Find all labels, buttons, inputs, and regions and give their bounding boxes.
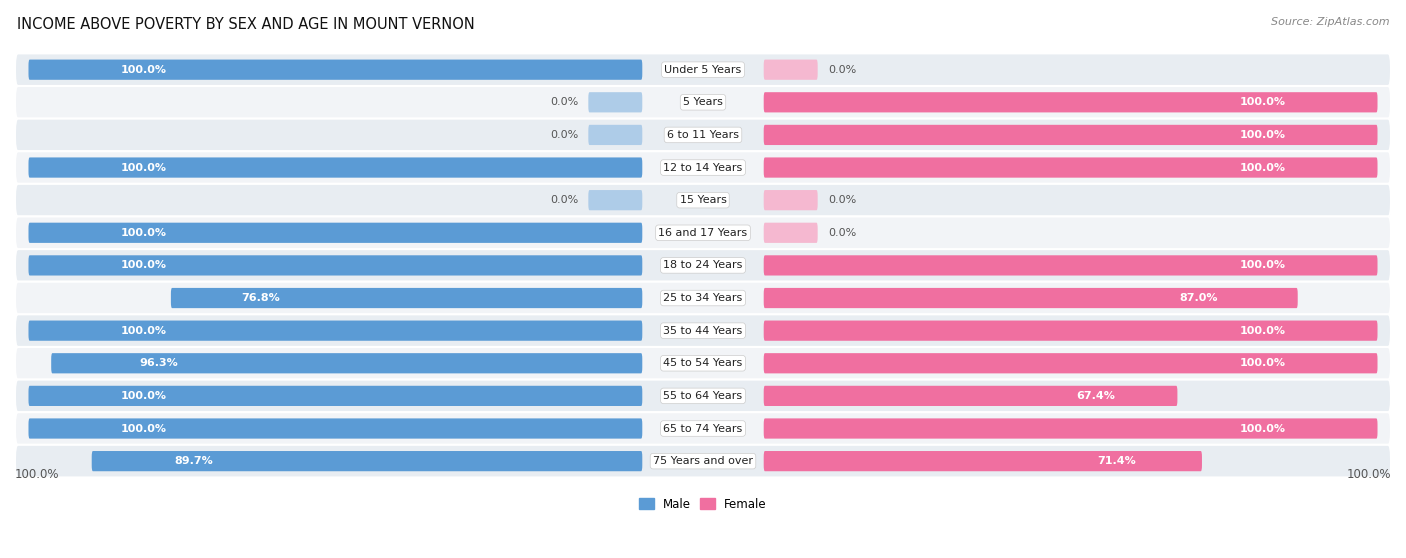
Text: 100.0%: 100.0%: [1240, 130, 1285, 140]
FancyBboxPatch shape: [15, 184, 1391, 217]
Text: 0.0%: 0.0%: [828, 195, 856, 205]
Text: 25 to 34 Years: 25 to 34 Years: [664, 293, 742, 303]
FancyBboxPatch shape: [91, 451, 643, 472]
FancyBboxPatch shape: [763, 92, 1378, 112]
FancyBboxPatch shape: [763, 418, 1378, 439]
Text: 100.0%: 100.0%: [121, 424, 166, 434]
FancyBboxPatch shape: [588, 92, 643, 112]
FancyBboxPatch shape: [15, 119, 1391, 151]
Text: 100.0%: 100.0%: [15, 468, 59, 482]
FancyBboxPatch shape: [763, 386, 1177, 406]
Text: 89.7%: 89.7%: [174, 456, 214, 466]
Text: 35 to 44 Years: 35 to 44 Years: [664, 326, 742, 336]
Text: 0.0%: 0.0%: [828, 228, 856, 238]
Text: 100.0%: 100.0%: [121, 391, 166, 401]
Text: 76.8%: 76.8%: [242, 293, 280, 303]
FancyBboxPatch shape: [51, 353, 643, 373]
FancyBboxPatch shape: [763, 288, 1298, 308]
FancyBboxPatch shape: [15, 249, 1391, 282]
Text: 0.0%: 0.0%: [550, 97, 578, 107]
FancyBboxPatch shape: [588, 125, 643, 145]
FancyBboxPatch shape: [588, 190, 643, 210]
Text: 16 and 17 Years: 16 and 17 Years: [658, 228, 748, 238]
Text: 100.0%: 100.0%: [1347, 468, 1391, 482]
Text: INCOME ABOVE POVERTY BY SEX AND AGE IN MOUNT VERNON: INCOME ABOVE POVERTY BY SEX AND AGE IN M…: [17, 17, 475, 32]
Text: 96.3%: 96.3%: [139, 358, 179, 368]
Text: 12 to 14 Years: 12 to 14 Years: [664, 162, 742, 172]
Text: 65 to 74 Years: 65 to 74 Years: [664, 424, 742, 434]
Text: 100.0%: 100.0%: [121, 228, 166, 238]
Text: 67.4%: 67.4%: [1077, 391, 1115, 401]
Text: 75 Years and over: 75 Years and over: [652, 456, 754, 466]
FancyBboxPatch shape: [15, 86, 1391, 119]
Text: 71.4%: 71.4%: [1098, 456, 1136, 466]
Text: 5 Years: 5 Years: [683, 97, 723, 107]
Text: 0.0%: 0.0%: [550, 195, 578, 205]
FancyBboxPatch shape: [15, 445, 1391, 478]
FancyBboxPatch shape: [763, 125, 1378, 145]
Text: Under 5 Years: Under 5 Years: [665, 65, 741, 75]
Text: Source: ZipAtlas.com: Source: ZipAtlas.com: [1271, 17, 1389, 27]
FancyBboxPatch shape: [172, 288, 643, 308]
Text: 15 Years: 15 Years: [679, 195, 727, 205]
Text: 45 to 54 Years: 45 to 54 Years: [664, 358, 742, 368]
FancyBboxPatch shape: [28, 256, 643, 276]
FancyBboxPatch shape: [28, 157, 643, 177]
FancyBboxPatch shape: [15, 151, 1391, 184]
Text: 100.0%: 100.0%: [121, 261, 166, 271]
FancyBboxPatch shape: [15, 282, 1391, 314]
Text: 100.0%: 100.0%: [121, 65, 166, 75]
Text: 100.0%: 100.0%: [1240, 326, 1285, 336]
Legend: Male, Female: Male, Female: [634, 493, 772, 516]
FancyBboxPatch shape: [763, 451, 1202, 472]
FancyBboxPatch shape: [15, 217, 1391, 249]
Text: 0.0%: 0.0%: [828, 65, 856, 75]
FancyBboxPatch shape: [28, 320, 643, 341]
FancyBboxPatch shape: [763, 320, 1378, 341]
FancyBboxPatch shape: [28, 386, 643, 406]
FancyBboxPatch shape: [763, 157, 1378, 177]
FancyBboxPatch shape: [28, 418, 643, 439]
FancyBboxPatch shape: [763, 60, 818, 80]
FancyBboxPatch shape: [763, 190, 818, 210]
Text: 6 to 11 Years: 6 to 11 Years: [666, 130, 740, 140]
FancyBboxPatch shape: [763, 256, 1378, 276]
Text: 100.0%: 100.0%: [121, 326, 166, 336]
Text: 18 to 24 Years: 18 to 24 Years: [664, 261, 742, 271]
FancyBboxPatch shape: [763, 353, 1378, 373]
Text: 0.0%: 0.0%: [550, 130, 578, 140]
Text: 100.0%: 100.0%: [1240, 97, 1285, 107]
Text: 100.0%: 100.0%: [1240, 358, 1285, 368]
FancyBboxPatch shape: [28, 60, 643, 80]
FancyBboxPatch shape: [15, 347, 1391, 379]
Text: 100.0%: 100.0%: [1240, 162, 1285, 172]
Text: 100.0%: 100.0%: [1240, 261, 1285, 271]
Text: 100.0%: 100.0%: [121, 162, 166, 172]
Text: 100.0%: 100.0%: [1240, 424, 1285, 434]
Text: 87.0%: 87.0%: [1180, 293, 1218, 303]
FancyBboxPatch shape: [28, 223, 643, 243]
FancyBboxPatch shape: [15, 54, 1391, 86]
FancyBboxPatch shape: [15, 379, 1391, 412]
Text: 55 to 64 Years: 55 to 64 Years: [664, 391, 742, 401]
FancyBboxPatch shape: [763, 223, 818, 243]
FancyBboxPatch shape: [15, 314, 1391, 347]
FancyBboxPatch shape: [15, 412, 1391, 445]
